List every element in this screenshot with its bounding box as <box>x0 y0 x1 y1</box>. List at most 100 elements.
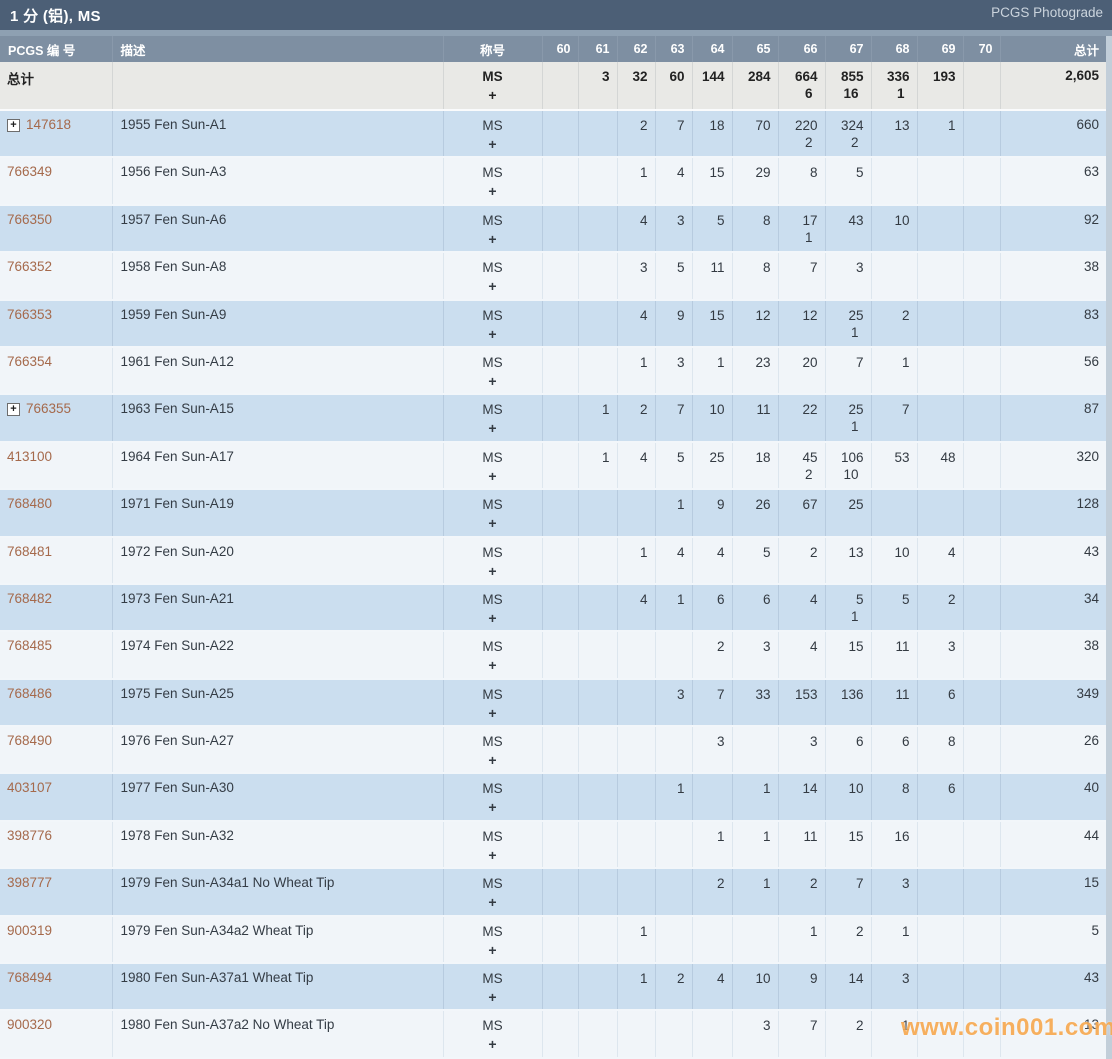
grade-cell-63 <box>655 820 693 870</box>
grade-count: 6 <box>947 686 956 702</box>
grade-count: 12 <box>802 307 818 323</box>
row-total-cell: 43 <box>1000 963 1106 1012</box>
grade-cell-67: 13 <box>825 536 872 585</box>
grade-count: 1 <box>716 828 725 844</box>
designation-plus: + <box>488 799 497 816</box>
table-row: 766349 1956 Fen Sun-A3 MS +1 4 15 29 8 5 63 <box>0 157 1106 206</box>
grade-cell-69: 1 <box>917 110 964 159</box>
grade-count: 9 <box>676 307 685 323</box>
grade-cell-60 <box>542 820 579 870</box>
description-cell: 1973 Fen Sun-A21 <box>112 583 444 633</box>
grade-count: 3 <box>676 686 685 702</box>
row-total-cell: 44 <box>1000 820 1106 870</box>
description-cell: 1975 Fen Sun-A25 <box>112 678 444 728</box>
grade-cell-66: 22 <box>778 394 826 443</box>
grade-cell-62 <box>617 773 656 822</box>
pcgs-number-link[interactable]: 900319 <box>7 922 53 938</box>
pcgs-number-link[interactable]: 766353 <box>7 306 53 322</box>
designation-ms: MS <box>482 828 503 844</box>
pcgs-number-link[interactable]: 768490 <box>7 733 53 749</box>
grade-count: 3 <box>716 734 725 750</box>
grade-count: 2 <box>716 876 725 892</box>
grade-cell-66: 45 2 <box>778 441 826 491</box>
grade-count: 324 <box>840 118 864 133</box>
grade-count: 5 <box>762 544 771 560</box>
grade-cell-65: 3 <box>732 631 779 680</box>
expand-icon[interactable]: + <box>7 403 20 417</box>
grade-count: 3 <box>676 354 685 370</box>
pcgs-number-link[interactable]: 768481 <box>7 543 53 559</box>
designation-ms: MS <box>482 212 503 228</box>
description-cell: 1963 Fen Sun-A15 <box>112 394 444 443</box>
pcgs-photograde-link[interactable]: PCGS Photograde <box>991 5 1103 20</box>
col-header-grade-62: 62 <box>617 36 656 62</box>
pcgs-number-link[interactable]: 766349 <box>7 164 53 180</box>
grade-count: 22 <box>802 402 818 418</box>
grade-count: 4 <box>809 591 818 607</box>
grade-cell-63: 1 <box>655 583 693 633</box>
description-cell: 1971 Fen Sun-A19 <box>112 489 444 538</box>
grade-cell-70 <box>963 252 1001 301</box>
grade-plus-count: 16 <box>843 86 859 101</box>
grade-cell-67: 3 <box>825 252 872 301</box>
grade-cell-66: 1 <box>778 915 826 965</box>
designation-plus: + <box>488 515 497 532</box>
pcgs-number-link[interactable]: 768485 <box>7 638 53 654</box>
pcgs-number-link[interactable]: 413100 <box>7 448 53 464</box>
designation-plus: + <box>488 609 497 626</box>
grade-cell-68: 11 <box>871 631 918 680</box>
grade-cell-61 <box>578 299 618 348</box>
grade-count: 144 <box>701 69 725 84</box>
pcgs-number-link[interactable]: 766352 <box>7 259 53 275</box>
grade-count: 11 <box>895 639 910 655</box>
grade-count: 1 <box>809 923 818 939</box>
pcgs-number-link[interactable]: 768486 <box>7 685 53 701</box>
pcgs-number-link[interactable]: 768480 <box>7 496 53 512</box>
designation-ms: MS <box>482 354 503 370</box>
grade-count: 2 <box>639 118 648 133</box>
designation-cell: MS + <box>443 204 543 254</box>
grade-count: 2 <box>901 307 910 323</box>
designation-ms: MS <box>482 734 503 750</box>
grade-count: 15 <box>709 165 725 181</box>
grade-cell-70 <box>963 110 1001 159</box>
pcgs-number-link[interactable]: 900320 <box>7 1017 53 1033</box>
row-total-cell: 349 <box>1000 678 1106 728</box>
grade-cell-66: 2 <box>778 536 826 585</box>
grade-cell-67: 10 <box>825 773 872 822</box>
designation-plus: + <box>488 1036 497 1053</box>
designation-ms: MS <box>482 307 503 323</box>
pcgs-number-cell: 766350 <box>0 204 113 254</box>
grade-count: 10 <box>894 212 910 228</box>
pcgs-number-link[interactable]: 768482 <box>7 590 53 606</box>
grade-cell-68: 2 <box>871 299 918 348</box>
grade-cell-69: 6 <box>917 678 964 728</box>
grade-cell-62: 1 <box>617 536 656 585</box>
grade-cell-60 <box>542 536 579 585</box>
grade-cell-60 <box>542 631 579 680</box>
col-header-grade-63: 63 <box>655 36 693 62</box>
grade-count: 1 <box>639 923 648 939</box>
designation-ms: MS <box>482 402 503 418</box>
grade-count: 9 <box>809 971 818 987</box>
pcgs-number-link[interactable]: 403107 <box>7 780 53 796</box>
pcgs-number-link[interactable]: 398776 <box>7 827 53 843</box>
pcgs-number-link[interactable]: 766354 <box>7 353 53 369</box>
designation-cell: MS + <box>443 394 543 443</box>
grade-cell-69: 48 <box>917 441 964 491</box>
expand-icon[interactable]: + <box>7 119 20 132</box>
pcgs-number-link[interactable]: 398777 <box>7 875 53 891</box>
description-cell: 1974 Fen Sun-A22 <box>112 631 444 680</box>
grade-count: 1 <box>639 165 648 181</box>
table-row: 768482 1973 Fen Sun-A21 MS +4 1 6 6 4 5 1 5 2 34 <box>0 583 1106 633</box>
pcgs-number-link[interactable]: 768494 <box>7 970 53 986</box>
pcgs-number-link[interactable]: 766355 <box>26 401 72 417</box>
pcgs-number-link[interactable]: 766350 <box>7 211 53 227</box>
pcgs-number-link[interactable]: 147618 <box>26 117 72 132</box>
grade-cell-63 <box>655 726 693 775</box>
grade-cell-60 <box>542 583 579 633</box>
grade-cell-69 <box>917 204 964 254</box>
grade-cell-69 <box>917 1010 964 1059</box>
grade-cell-67: 25 1 <box>825 394 872 443</box>
grade-count: 20 <box>802 354 818 370</box>
